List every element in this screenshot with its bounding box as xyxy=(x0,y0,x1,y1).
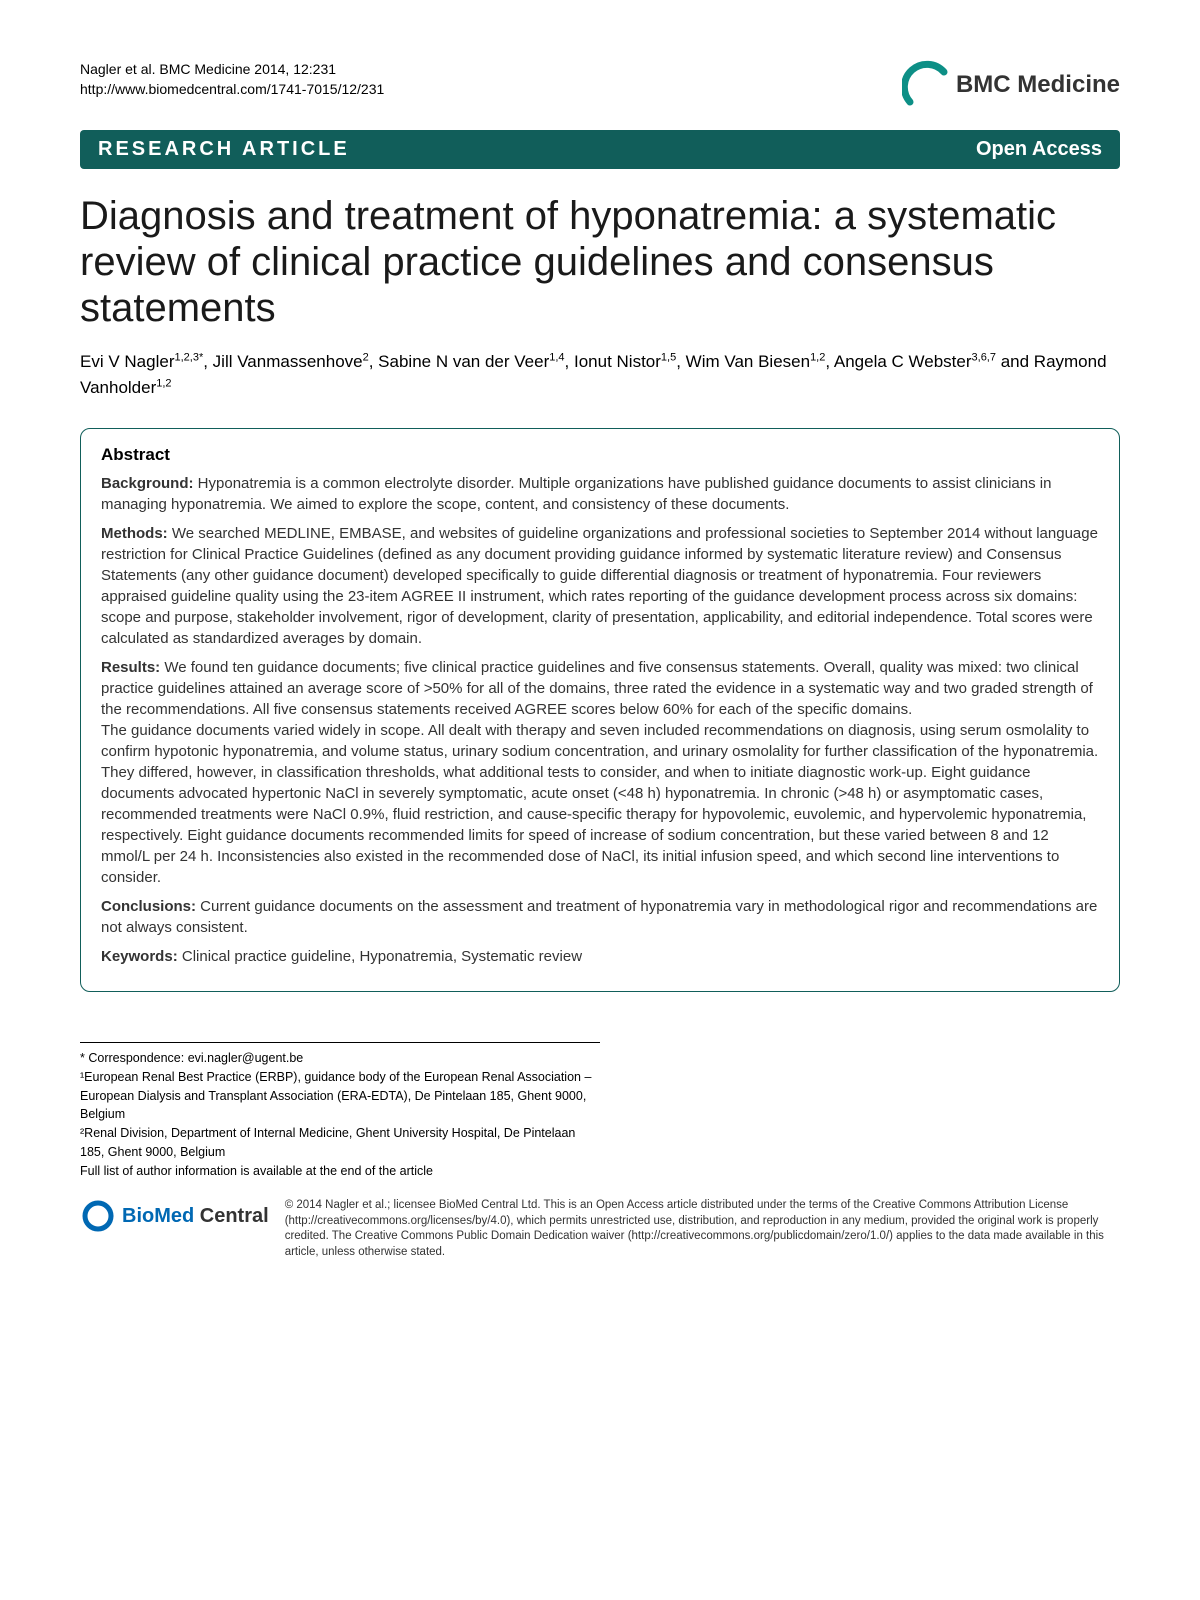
publisher-ring-icon xyxy=(80,1198,116,1234)
abstract-heading: Abstract xyxy=(101,445,1099,465)
author-list: Evi V Nagler1,2,3*, Jill Vanmassenhove2,… xyxy=(80,349,1120,400)
abstract-section-label: Keywords: xyxy=(101,948,178,965)
full-author-list-note: Full list of author information is avail… xyxy=(80,1162,600,1181)
citation-url: http://www.biomedcentral.com/1741-7015/1… xyxy=(80,80,384,100)
abstract-section: Keywords: Clinical practice guideline, H… xyxy=(101,946,1099,967)
open-access-label: Open Access xyxy=(976,138,1102,161)
abstract-section-label: Background: xyxy=(101,475,194,492)
citation-block: Nagler et al. BMC Medicine 2014, 12:231 … xyxy=(80,60,384,99)
abstract-box: Abstract Background: Hyponatremia is a c… xyxy=(80,428,1120,992)
article-type-banner: RESEARCH ARTICLE Open Access xyxy=(80,130,1120,169)
abstract-section: Background: Hyponatremia is a common ele… xyxy=(101,473,1099,515)
affiliation-1: ¹European Renal Best Practice (ERBP), gu… xyxy=(80,1068,600,1124)
abstract-section-label: Conclusions: xyxy=(101,898,196,915)
publisher-logo: BioMed Central xyxy=(80,1198,269,1234)
abstract-section-label: Methods: xyxy=(101,525,168,542)
page-header: Nagler et al. BMC Medicine 2014, 12:231 … xyxy=(80,60,1120,110)
citation-line: Nagler et al. BMC Medicine 2014, 12:231 xyxy=(80,60,384,80)
abstract-section: Methods: We searched MEDLINE, EMBASE, an… xyxy=(101,523,1099,649)
article-title: Diagnosis and treatment of hyponatremia:… xyxy=(80,193,1120,331)
license-text: © 2014 Nagler et al.; licensee BioMed Ce… xyxy=(285,1198,1120,1260)
publisher-name: BioMed Central xyxy=(122,1205,269,1228)
journal-name-text: BMC Medicine xyxy=(956,71,1120,99)
footnotes-block: * Correspondence: evi.nagler@ugent.be ¹E… xyxy=(80,1042,600,1180)
journal-arc-icon xyxy=(902,60,952,110)
abstract-section-label: Results: xyxy=(101,659,160,676)
correspondence-line: * Correspondence: evi.nagler@ugent.be xyxy=(80,1049,600,1068)
affiliation-2: ²Renal Division, Department of Internal … xyxy=(80,1124,600,1162)
article-type-label: RESEARCH ARTICLE xyxy=(98,138,350,161)
abstract-section: Conclusions: Current guidance documents … xyxy=(101,896,1099,938)
page-footer: BioMed Central © 2014 Nagler et al.; lic… xyxy=(80,1198,1120,1260)
abstract-section: Results: We found ten guidance documents… xyxy=(101,657,1099,888)
journal-logo: BMC Medicine xyxy=(902,60,1120,110)
